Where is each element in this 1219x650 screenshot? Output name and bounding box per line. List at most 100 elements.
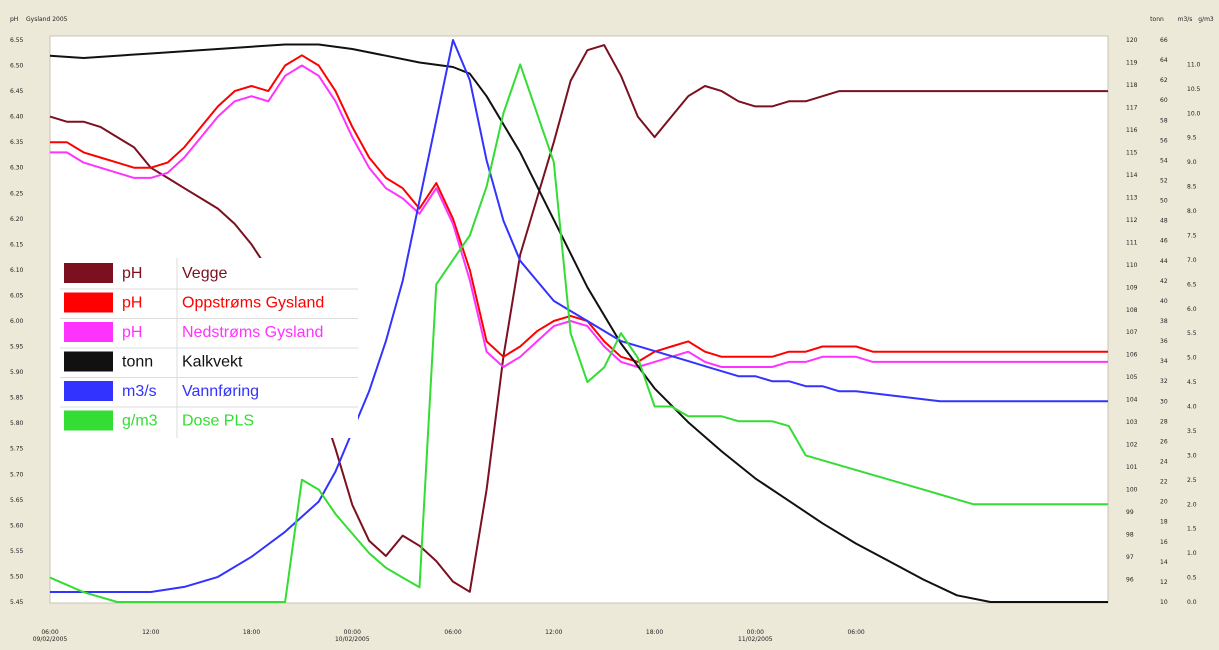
right-tick-label: 12 xyxy=(1160,579,1168,586)
right-tick-label: 38 xyxy=(1160,318,1168,325)
left-tick-label: 6.20 xyxy=(10,216,24,223)
right-tick-label: 28 xyxy=(1160,418,1168,425)
right-tick-label: 20 xyxy=(1160,499,1168,506)
right-tick-label: 42 xyxy=(1160,278,1168,285)
left-tick-label: 5.85 xyxy=(10,395,24,402)
x-tick-label: 06:00 xyxy=(847,629,864,636)
right-tick-label: 96 xyxy=(1126,577,1134,584)
left-tick-label: 5.75 xyxy=(10,446,24,453)
right-tick-label: 9.5 xyxy=(1187,135,1197,142)
right-tick-label: 2.0 xyxy=(1187,501,1197,508)
left-tick-label: 6.10 xyxy=(10,267,24,274)
right-tick-label: 22 xyxy=(1160,479,1168,486)
right-tick-label: 112 xyxy=(1126,217,1138,224)
x-tick-label: 18:00 xyxy=(243,629,260,636)
series-line-nedstr-ms-gysland xyxy=(50,64,1108,368)
right-tick-label: 11.0 xyxy=(1187,61,1201,68)
right-tick-label: 99 xyxy=(1126,509,1134,516)
right-tick-label: 62 xyxy=(1160,77,1168,84)
right-tick-label: 10.5 xyxy=(1187,86,1201,93)
left-tick-label: 5.65 xyxy=(10,497,24,504)
right-tick-label: 107 xyxy=(1126,329,1138,336)
right-tick-label: 32 xyxy=(1160,378,1168,385)
legend-unit: pH xyxy=(122,265,142,282)
left-tick-label: 6.25 xyxy=(10,190,24,197)
legend-unit: pH xyxy=(122,324,142,341)
left-axis-ticks: 6.55 6.50 6.45 6.40 6.35 6.30 6.25 6.20 6.15 6.10… xyxy=(10,37,24,606)
left-tick-label: 6.45 xyxy=(10,88,24,95)
right-tick-label: 1.0 xyxy=(1187,550,1197,557)
x-tick-label: 06:00 xyxy=(444,629,461,636)
right-tick-label: 102 xyxy=(1126,442,1138,449)
right-tick-label: 26 xyxy=(1160,438,1168,445)
right-tick-label: 8.5 xyxy=(1187,184,1197,191)
right-tick-label: 3.5 xyxy=(1187,428,1197,435)
right-axis-unit-m3s: m3/s xyxy=(1178,16,1193,23)
legend-unit: pH xyxy=(122,295,142,312)
x-tick-label: 09/02/2005 xyxy=(33,636,68,643)
right-tick-label: 56 xyxy=(1160,137,1168,144)
series-line-vegge xyxy=(49,44,1108,593)
legend-label: Nedstrøms Gysland xyxy=(182,324,323,341)
right-tick-label: 104 xyxy=(1126,397,1138,404)
right-tick-label: 36 xyxy=(1160,338,1168,345)
right-tick-label: 66 xyxy=(1160,37,1168,44)
legend-label: Dose PLS xyxy=(182,413,254,430)
left-tick-label: 6.35 xyxy=(10,139,24,146)
right-tick-label: 48 xyxy=(1160,218,1168,225)
right-tick-label: 106 xyxy=(1126,352,1138,359)
right-tick-label: 2.5 xyxy=(1187,477,1197,484)
right-tick-label: 4.0 xyxy=(1187,404,1197,411)
left-tick-label: 6.15 xyxy=(10,241,24,248)
right-tick-label: 7.5 xyxy=(1187,232,1197,239)
legend-swatch xyxy=(64,292,113,313)
right-tick-label: 52 xyxy=(1160,178,1168,185)
left-tick-label: 5.50 xyxy=(10,573,24,580)
legend-label: Vegge xyxy=(182,265,227,282)
series-line-kalkvekt xyxy=(49,43,1108,603)
right-tick-label: 108 xyxy=(1126,307,1138,314)
right-tick-label: 5.5 xyxy=(1187,330,1197,337)
right-tick-label: 18 xyxy=(1160,519,1168,526)
legend-swatch xyxy=(64,322,113,342)
right-tick-label: 14 xyxy=(1160,559,1168,566)
legend-label: Kalkvekt xyxy=(182,354,243,371)
right-axis-ticks: 120 119 118 117 116 115 114 113 112 111 110 109 108 1… xyxy=(1126,37,1201,606)
right-tick-label: 16 xyxy=(1160,539,1168,546)
left-tick-label: 6.40 xyxy=(10,114,24,121)
right-tick-label: 8.0 xyxy=(1187,208,1197,215)
right-tick-label: 4.5 xyxy=(1187,379,1197,386)
right-tick-label: 10 xyxy=(1160,599,1168,606)
right-tick-label: 64 xyxy=(1160,57,1168,64)
left-tick-label: 5.55 xyxy=(10,548,24,555)
series-line-oppstr-ms-gysland xyxy=(50,54,1108,363)
right-tick-label: 40 xyxy=(1160,298,1168,305)
chart-title: Gysland 2005 xyxy=(26,16,68,23)
x-tick-label: 18:00 xyxy=(646,629,663,636)
legend-unit: tonn xyxy=(122,354,153,371)
legend-unit: m3/s xyxy=(122,383,157,400)
left-tick-label: 6.00 xyxy=(10,318,24,325)
legend-label: Oppstrøms Gysland xyxy=(182,295,324,312)
right-tick-label: 44 xyxy=(1160,258,1168,265)
series-layer xyxy=(49,39,1108,603)
right-tick-label: 6.0 xyxy=(1187,306,1197,313)
right-tick-label: 101 xyxy=(1126,464,1138,471)
right-tick-label: 7.0 xyxy=(1187,257,1197,264)
left-axis-unit: pH xyxy=(10,16,18,23)
right-tick-label: 115 xyxy=(1126,149,1138,156)
right-tick-label: 113 xyxy=(1126,194,1138,201)
legend-swatch xyxy=(64,381,113,401)
x-tick-label: 06:00 xyxy=(41,629,58,636)
right-tick-label: 119 xyxy=(1126,59,1138,66)
right-tick-label: 9.0 xyxy=(1187,159,1197,166)
right-tick-label: 54 xyxy=(1160,157,1168,164)
right-axis-unit-gm3: g/m3 xyxy=(1198,16,1214,23)
left-tick-label: 6.50 xyxy=(10,63,24,70)
left-tick-label: 5.70 xyxy=(10,471,24,478)
legend-swatch xyxy=(64,410,113,431)
right-tick-label: 1.5 xyxy=(1187,526,1197,533)
x-tick-label: 12:00 xyxy=(142,629,159,636)
right-tick-label: 120 xyxy=(1126,37,1138,44)
